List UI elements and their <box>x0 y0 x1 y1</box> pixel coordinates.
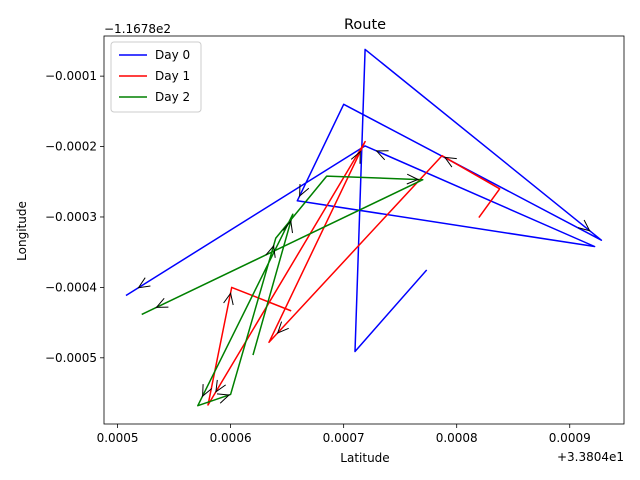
x-tick-label-1: 0.0006 <box>210 431 252 445</box>
x-tick-label-0: 0.0005 <box>97 431 139 445</box>
direction-arrow-1-4 <box>215 379 226 393</box>
y-tick-label-0: −0.0001 <box>45 69 97 83</box>
y-tick-label-4: −0.0005 <box>45 351 97 365</box>
legend: Day 0 Day 1 Day 2 <box>110 41 202 113</box>
y-tick-label-2: −0.0003 <box>45 210 97 224</box>
direction-arrow-2-0 <box>282 220 293 234</box>
y-offset-label: −1.1678e2 <box>104 22 171 36</box>
legend-label-2: Day 2 <box>155 90 190 104</box>
direction-arrow-2-1 <box>202 384 213 398</box>
direction-arrow-2-5 <box>406 173 420 185</box>
x-tick-label-4: 0.0009 <box>549 431 591 445</box>
direction-arrow-1-5 <box>223 292 234 306</box>
chart-title: Route <box>344 17 386 33</box>
series-line-day-0 <box>125 48 603 353</box>
series-line-day-2 <box>141 175 424 407</box>
direction-arrow-2-3 <box>265 244 276 258</box>
legend-label-1: Day 1 <box>155 69 190 83</box>
x-tick-label-2: 0.0007 <box>323 431 365 445</box>
series-line-day-1 <box>207 140 501 406</box>
x-axis-title: Latitude <box>340 451 389 465</box>
legend-label-0: Day 0 <box>155 48 190 62</box>
plot-frame <box>103 35 625 425</box>
series-0-group <box>125 48 603 353</box>
y-tick-label-1: −0.0002 <box>45 140 97 154</box>
direction-arrow-1-1 <box>443 156 457 168</box>
y-tick-label-3: −0.0004 <box>45 280 97 294</box>
legend-box <box>110 41 202 113</box>
direction-arrow-1-3 <box>350 150 361 164</box>
y-axis-title: Longitude <box>15 201 29 261</box>
direction-arrow-0-6 <box>375 150 389 161</box>
direction-arrow-0-7 <box>137 277 151 289</box>
direction-arrow-1-2 <box>276 321 289 334</box>
x-offset-label: +3.3804e1 <box>557 450 624 464</box>
x-tick-label-3: 0.0008 <box>436 431 478 445</box>
direction-arrow-0-4 <box>299 183 310 198</box>
direction-arrow-2-2 <box>216 393 231 404</box>
series-1-group <box>207 140 501 406</box>
plot-area: 0.0005 0.0006 0.0007 0.0008 0.0009 −0.0001 −0.… <box>45 35 625 445</box>
direction-arrow-0-2 <box>577 219 591 232</box>
direction-arrow-2-6 <box>155 297 169 308</box>
series-2-group <box>141 173 424 407</box>
